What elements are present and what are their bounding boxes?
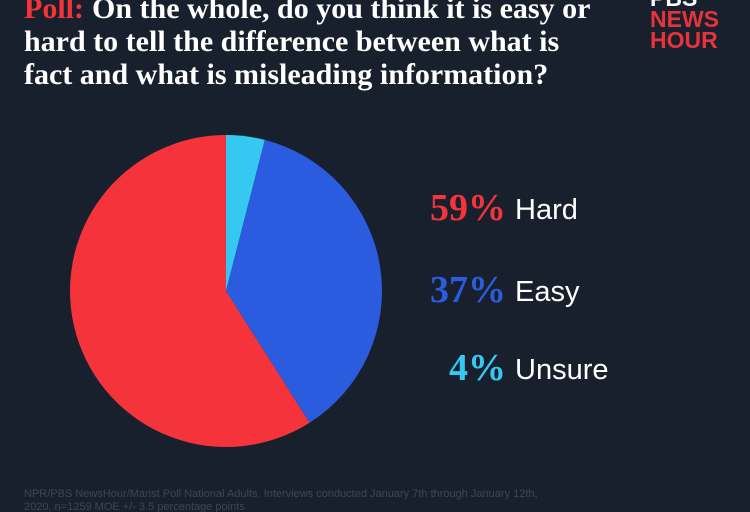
chart-title: Poll: On the whole, do you think it is ea… [24,0,590,25]
title-line: hard to tell the difference between what… [24,25,559,58]
title-prefix: Poll: [24,0,84,25]
title-line: On the whole, do you think it is easy or [92,0,590,25]
source-note: NPR/PBS NewsHour/Marist Poll National Ad… [24,488,538,500]
legend-value: 59% [430,187,506,229]
pie-slice [226,135,265,291]
source-note: 2020, n=1259 MOE +/- 3.5 percentage poin… [24,501,245,512]
legend-label: Easy [515,276,580,308]
chart-title: fact and what is misleading information? [24,58,548,91]
logo-text: PBS [650,0,697,11]
legend-value: 37% [430,269,506,311]
chart-title: hard to tell the difference between what… [24,25,559,58]
legend-label: Unsure [515,354,609,386]
logo-text: HOUR [650,27,718,53]
pie-slice [226,139,382,423]
title-line: fact and what is misleading information? [24,58,548,91]
pie-slice [70,135,310,447]
logo-text: NEWS [650,6,719,32]
legend-label: Hard [515,194,578,226]
legend-value: 4% [449,347,506,389]
